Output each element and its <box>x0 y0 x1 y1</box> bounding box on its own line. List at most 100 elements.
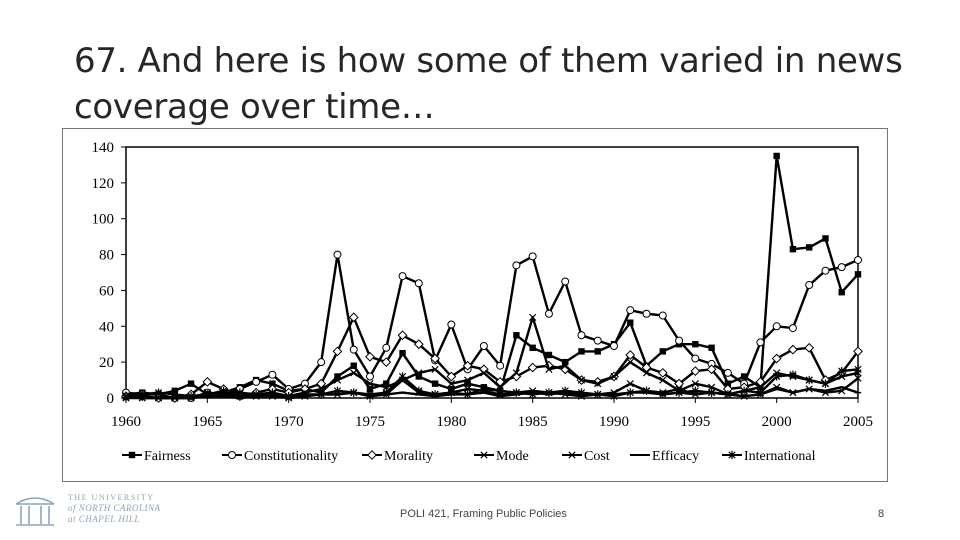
data-point-mode <box>350 369 358 377</box>
data-point-fairness <box>334 373 341 380</box>
x-tick-label: 1985 <box>518 414 548 430</box>
data-point-international <box>154 388 163 397</box>
legend-label-cost: Cost <box>584 449 610 464</box>
data-point-international <box>691 386 699 396</box>
x-tick-label: 1975 <box>355 414 385 430</box>
data-point-fairness <box>627 319 634 326</box>
data-point-international <box>301 390 309 399</box>
data-point-morality <box>462 360 473 371</box>
legend-marker-fairness <box>128 451 136 459</box>
legend-marker-constitutionality <box>228 451 236 459</box>
data-point-mode <box>610 372 618 381</box>
data-point-constitutionality <box>658 311 667 320</box>
legend-label-morality: Morality <box>384 449 433 464</box>
series-line-international <box>125 368 859 398</box>
data-point-international <box>805 375 813 385</box>
data-point-fairness <box>562 358 569 366</box>
data-point-international <box>219 386 228 396</box>
data-point-constitutionality <box>512 261 521 270</box>
slide-title: 67. And here is how some of them varied … <box>74 41 903 127</box>
data-point-mode <box>577 376 586 384</box>
data-point-international <box>724 390 732 399</box>
data-point-constitutionality <box>821 266 830 275</box>
data-point-morality <box>771 353 782 364</box>
data-point-international <box>838 366 846 376</box>
legend-label-mode: Mode <box>496 449 529 464</box>
data-point-international <box>561 386 569 396</box>
x-tick-label: 1990 <box>599 414 629 430</box>
data-point-morality <box>446 371 457 382</box>
data-point-morality <box>853 346 863 357</box>
data-point-mode <box>691 380 699 388</box>
data-point-international <box>529 390 537 399</box>
data-point-constitutionality <box>854 255 862 264</box>
data-point-fairness <box>659 348 666 355</box>
data-point-fairness <box>545 351 553 359</box>
data-point-morality <box>348 312 359 323</box>
data-point-international <box>626 388 634 397</box>
data-point-morality <box>365 351 375 362</box>
data-point-international <box>398 372 407 381</box>
data-point-international <box>496 386 504 396</box>
data-point-constitutionality <box>447 320 456 329</box>
data-point-constitutionality <box>788 324 797 333</box>
data-point-morality <box>332 346 343 357</box>
data-point-fairness <box>822 235 829 242</box>
data-point-morality <box>690 366 701 377</box>
x-tick-label: 1960 <box>111 414 141 430</box>
data-point-mode <box>594 380 602 388</box>
data-point-fairness <box>708 344 715 351</box>
data-point-morality <box>527 362 538 373</box>
legend-label-constitutionality: Constitutionality <box>244 449 338 464</box>
data-point-international <box>350 388 358 397</box>
y-tick-label: 100 <box>92 212 115 228</box>
data-point-international <box>675 388 683 397</box>
data-point-constitutionality <box>528 252 537 261</box>
data-point-international <box>789 370 797 379</box>
data-point-international <box>203 390 211 399</box>
data-point-constitutionality <box>805 281 814 290</box>
data-point-international <box>366 390 374 399</box>
data-point-fairness <box>383 380 390 387</box>
y-tick-label: 120 <box>92 176 115 192</box>
series-line-efficacy <box>126 386 859 400</box>
logo-line-3: at CHAPEL HILL <box>68 514 140 524</box>
data-point-international <box>545 388 553 397</box>
data-point-constitutionality <box>366 372 374 381</box>
data-point-international <box>610 392 618 401</box>
university-logo: THE UNIVERSITY of NORTH CAROLINA at CHAP… <box>12 490 182 530</box>
y-tick-label: 80 <box>99 248 114 264</box>
data-point-mode <box>626 358 634 366</box>
legend-label-efficacy: Efficacy <box>652 449 699 464</box>
legend-marker-international <box>728 450 736 460</box>
data-point-fairness <box>269 380 276 387</box>
data-point-mode <box>642 369 651 377</box>
data-point-mode <box>707 383 716 391</box>
data-point-international <box>642 386 651 396</box>
data-point-international <box>333 386 342 396</box>
data-point-mode <box>366 380 374 388</box>
data-point-international <box>285 392 293 401</box>
y-tick-label: 40 <box>99 319 114 335</box>
data-point-fairness <box>350 362 357 369</box>
data-point-international <box>773 372 781 381</box>
data-point-fairness <box>724 380 732 387</box>
data-point-mode <box>838 372 846 381</box>
data-point-fairness <box>692 341 699 348</box>
data-point-fairness <box>529 344 536 351</box>
series-line-constitutionality <box>125 253 859 400</box>
data-point-mode <box>545 365 553 373</box>
data-point-constitutionality <box>577 331 586 340</box>
logo-line-2: of NORTH CAROLINA <box>68 503 161 513</box>
data-point-mode <box>561 362 569 370</box>
data-point-constitutionality <box>414 279 423 288</box>
data-point-international <box>594 390 602 399</box>
data-point-international <box>512 388 521 397</box>
legend-marker-mode <box>480 451 488 459</box>
data-point-constitutionality <box>561 277 570 286</box>
data-point-fairness <box>513 332 520 339</box>
data-point-fairness <box>415 373 422 380</box>
data-point-morality <box>430 353 440 364</box>
data-point-constitutionality <box>398 272 407 281</box>
data-point-mode <box>463 376 472 384</box>
